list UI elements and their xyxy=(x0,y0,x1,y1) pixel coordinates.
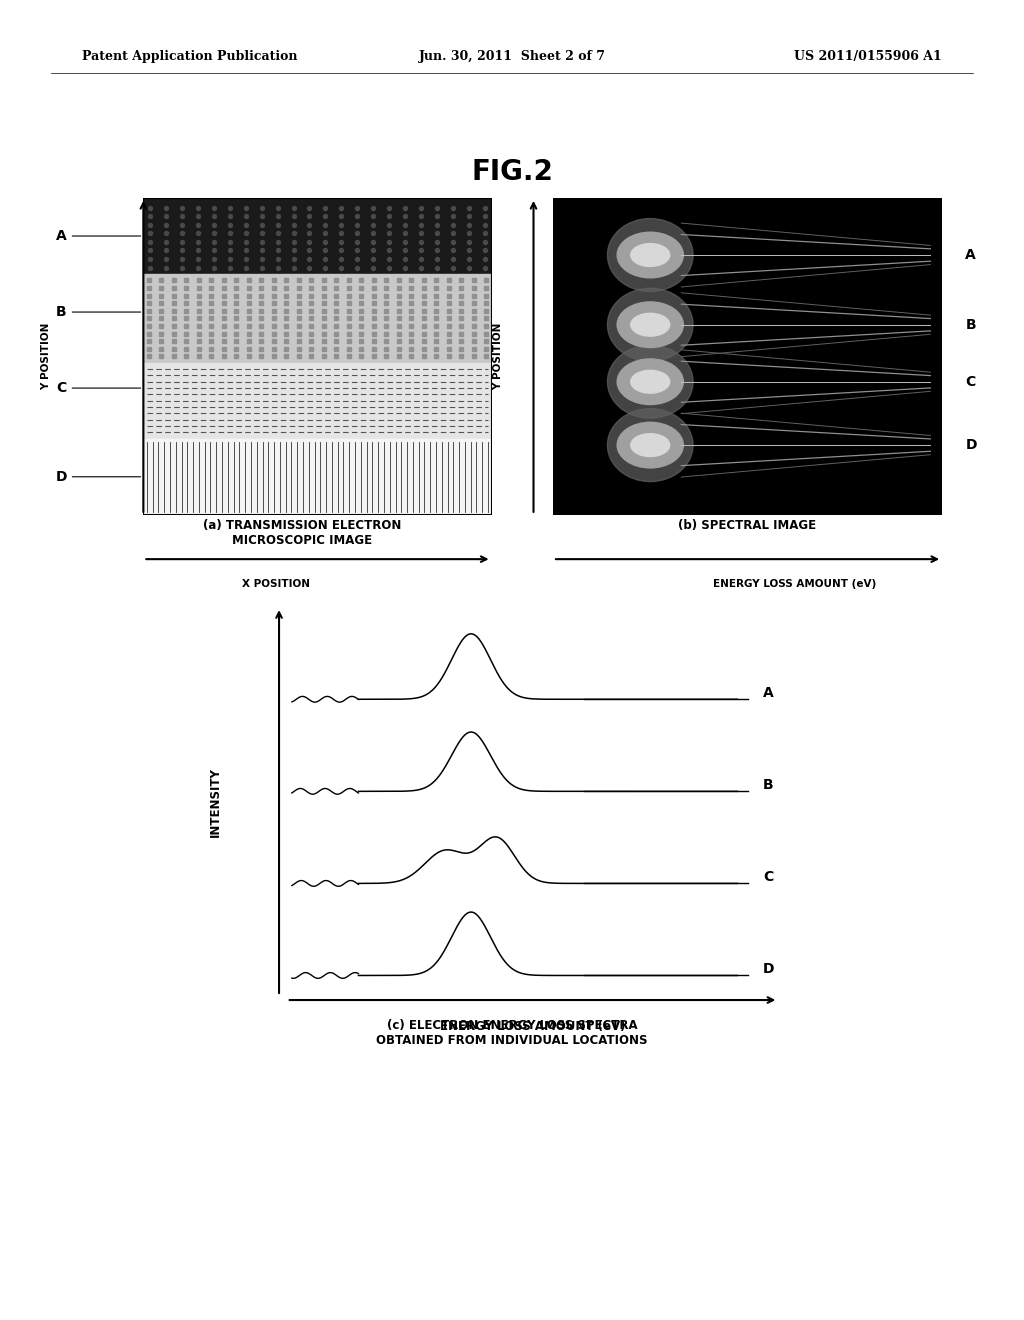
Text: (b) SPECTRAL IMAGE: (b) SPECTRAL IMAGE xyxy=(679,519,816,532)
Text: B: B xyxy=(966,318,976,331)
Ellipse shape xyxy=(631,371,670,393)
Text: US 2011/0155906 A1: US 2011/0155906 A1 xyxy=(795,50,942,63)
Text: C: C xyxy=(763,870,773,884)
Text: D: D xyxy=(55,470,140,484)
Text: (c) ELECTRON ENERGY LOSS SPECTRA
OBTAINED FROM INDIVIDUAL LOCATIONS: (c) ELECTRON ENERGY LOSS SPECTRA OBTAINE… xyxy=(376,1019,648,1047)
Bar xyxy=(143,363,492,438)
Text: Jun. 30, 2011  Sheet 2 of 7: Jun. 30, 2011 Sheet 2 of 7 xyxy=(419,50,605,63)
Text: (a) TRANSMISSION ELECTRON
MICROSCOPIC IMAGE: (a) TRANSMISSION ELECTRON MICROSCOPIC IM… xyxy=(203,519,401,546)
Ellipse shape xyxy=(631,313,670,337)
Text: Y POSITION: Y POSITION xyxy=(41,322,51,391)
Text: ENERGY LOSS AMOUNT (eV): ENERGY LOSS AMOUNT (eV) xyxy=(439,1020,626,1034)
Text: FIG.2: FIG.2 xyxy=(471,158,553,186)
Ellipse shape xyxy=(631,434,670,457)
Text: D: D xyxy=(763,962,774,977)
Ellipse shape xyxy=(617,302,683,347)
Text: C: C xyxy=(966,375,976,389)
Text: Y POSITION: Y POSITION xyxy=(494,322,504,391)
Ellipse shape xyxy=(631,244,670,267)
Ellipse shape xyxy=(607,288,693,362)
Text: A: A xyxy=(966,248,976,263)
Text: INTENSITY: INTENSITY xyxy=(209,767,221,837)
Ellipse shape xyxy=(607,346,693,418)
Ellipse shape xyxy=(617,422,683,467)
Text: B: B xyxy=(56,305,140,319)
Text: Patent Application Publication: Patent Application Publication xyxy=(82,50,297,63)
Bar xyxy=(143,438,492,515)
Ellipse shape xyxy=(607,409,693,482)
Text: B: B xyxy=(763,779,773,792)
Ellipse shape xyxy=(617,232,683,277)
Text: A: A xyxy=(763,686,773,700)
Bar xyxy=(143,275,492,363)
Text: ENERGY LOSS AMOUNT (eV): ENERGY LOSS AMOUNT (eV) xyxy=(713,579,876,590)
Ellipse shape xyxy=(607,219,693,292)
Ellipse shape xyxy=(617,359,683,404)
Text: X POSITION: X POSITION xyxy=(242,579,309,590)
Text: D: D xyxy=(966,438,977,453)
Text: A: A xyxy=(56,228,140,243)
Bar xyxy=(143,198,492,275)
Text: C: C xyxy=(56,381,140,395)
